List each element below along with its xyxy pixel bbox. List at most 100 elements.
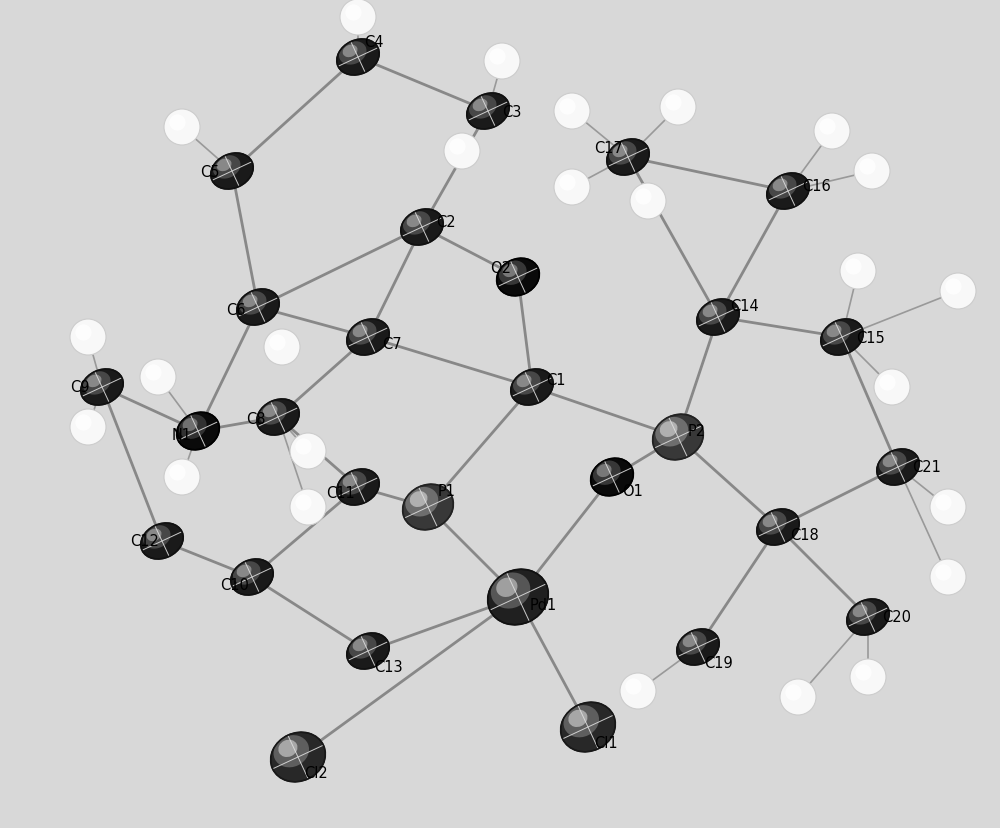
Ellipse shape [613, 146, 627, 158]
Circle shape [840, 253, 876, 290]
Ellipse shape [213, 156, 240, 180]
Circle shape [264, 330, 300, 365]
Ellipse shape [337, 469, 379, 505]
Ellipse shape [410, 492, 428, 508]
Circle shape [444, 134, 480, 170]
Ellipse shape [821, 320, 863, 355]
Text: C2: C2 [436, 214, 456, 229]
Circle shape [874, 369, 910, 406]
Circle shape [665, 95, 682, 112]
Circle shape [169, 115, 186, 132]
Circle shape [345, 6, 362, 22]
Ellipse shape [773, 180, 787, 192]
Circle shape [630, 184, 666, 219]
Circle shape [295, 495, 312, 511]
Ellipse shape [274, 735, 309, 768]
Text: C9: C9 [70, 380, 90, 395]
Circle shape [164, 460, 200, 495]
Ellipse shape [353, 325, 367, 338]
Text: Pd1: Pd1 [530, 598, 557, 613]
Ellipse shape [877, 450, 919, 485]
Circle shape [819, 119, 836, 136]
Circle shape [879, 375, 896, 391]
Ellipse shape [757, 509, 799, 546]
Ellipse shape [593, 461, 621, 485]
Circle shape [169, 465, 186, 481]
Circle shape [145, 365, 162, 381]
Ellipse shape [217, 159, 231, 172]
Ellipse shape [499, 261, 527, 286]
Circle shape [70, 320, 106, 355]
Text: C21: C21 [912, 460, 941, 475]
Ellipse shape [183, 418, 198, 431]
Ellipse shape [513, 372, 540, 395]
Ellipse shape [655, 417, 688, 447]
Circle shape [554, 170, 590, 205]
Circle shape [625, 679, 642, 695]
Text: O2: O2 [490, 260, 511, 275]
Text: C14: C14 [730, 298, 759, 313]
Ellipse shape [343, 475, 357, 488]
Text: P1: P1 [438, 484, 456, 499]
Text: C8: C8 [246, 412, 266, 427]
Ellipse shape [561, 702, 615, 752]
Ellipse shape [407, 215, 421, 228]
Circle shape [845, 259, 862, 275]
Circle shape [290, 489, 326, 525]
Circle shape [449, 139, 466, 156]
Ellipse shape [697, 300, 739, 335]
Ellipse shape [517, 375, 531, 388]
Circle shape [489, 50, 506, 65]
Ellipse shape [177, 412, 219, 450]
Ellipse shape [823, 322, 850, 345]
Ellipse shape [591, 459, 633, 496]
Ellipse shape [211, 154, 253, 190]
Ellipse shape [233, 561, 260, 585]
Ellipse shape [469, 96, 496, 119]
Ellipse shape [347, 320, 389, 355]
Text: N1: N1 [172, 428, 192, 443]
Ellipse shape [231, 560, 273, 595]
Circle shape [484, 44, 520, 80]
Ellipse shape [405, 488, 438, 517]
Text: C18: C18 [790, 528, 819, 543]
Ellipse shape [259, 402, 286, 425]
Circle shape [75, 325, 92, 341]
Ellipse shape [263, 405, 277, 417]
Circle shape [780, 679, 816, 715]
Circle shape [635, 189, 652, 205]
Circle shape [935, 495, 952, 511]
Ellipse shape [403, 484, 453, 530]
Text: C10: C10 [220, 578, 249, 593]
Circle shape [785, 685, 802, 700]
Ellipse shape [337, 40, 379, 76]
Ellipse shape [339, 42, 366, 65]
Circle shape [814, 114, 850, 150]
Ellipse shape [237, 290, 279, 325]
Text: C16: C16 [802, 178, 831, 193]
Ellipse shape [343, 46, 357, 58]
Circle shape [945, 279, 962, 296]
Ellipse shape [511, 369, 553, 406]
Circle shape [940, 274, 976, 310]
Circle shape [75, 415, 92, 431]
Circle shape [559, 176, 576, 191]
Circle shape [935, 565, 952, 581]
Circle shape [554, 94, 590, 130]
Text: O1: O1 [622, 484, 643, 499]
Ellipse shape [767, 174, 809, 209]
Text: C5: C5 [200, 164, 220, 180]
Ellipse shape [497, 259, 539, 296]
Ellipse shape [683, 635, 697, 647]
Circle shape [140, 359, 176, 396]
Ellipse shape [239, 292, 266, 315]
Ellipse shape [853, 604, 867, 618]
Ellipse shape [883, 455, 897, 468]
Circle shape [930, 560, 966, 595]
Ellipse shape [237, 565, 251, 577]
Circle shape [559, 99, 576, 115]
Ellipse shape [699, 302, 726, 325]
Ellipse shape [677, 629, 719, 665]
Ellipse shape [147, 529, 161, 542]
Ellipse shape [257, 400, 299, 436]
